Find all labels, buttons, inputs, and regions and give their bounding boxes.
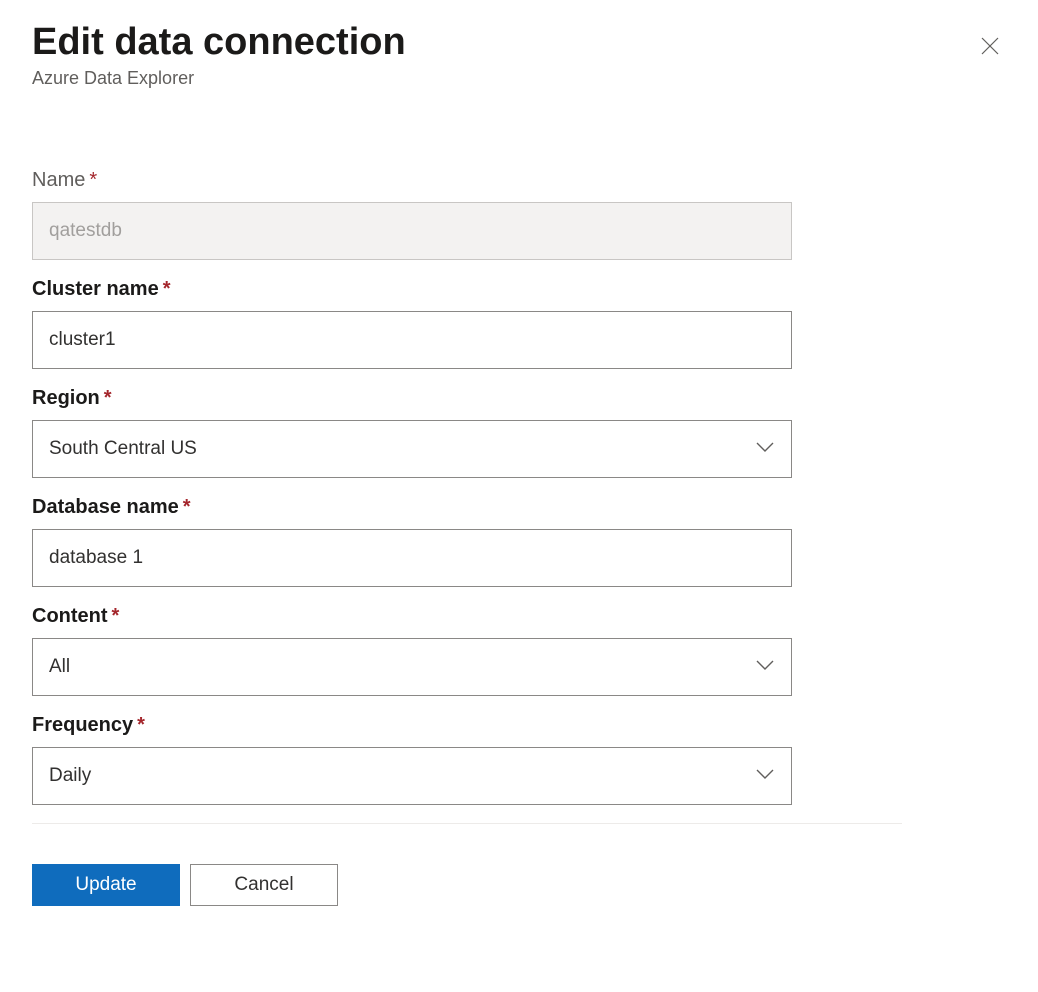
header: Edit data connection Azure Data Explorer (32, 20, 1006, 89)
field-database: Database name* (32, 496, 792, 587)
field-content: Content* All (32, 605, 792, 696)
database-label: Database name* (32, 496, 792, 519)
page-subtitle: Azure Data Explorer (32, 68, 406, 89)
cancel-button[interactable]: Cancel (190, 864, 338, 906)
cluster-label-text: Cluster name (32, 278, 159, 300)
required-star: * (163, 278, 171, 300)
region-select-wrap: South Central US (32, 420, 792, 478)
name-label-text: Name (32, 169, 85, 191)
frequency-select-wrap: Daily (32, 747, 792, 805)
close-icon (980, 44, 1000, 59)
database-label-text: Database name (32, 496, 179, 518)
name-label: Name* (32, 169, 792, 192)
content-select-wrap: All (32, 638, 792, 696)
required-star: * (104, 387, 112, 409)
region-label: Region* (32, 387, 792, 410)
form: Name* Cluster name* Region* South Centra… (32, 169, 792, 805)
cluster-label: Cluster name* (32, 278, 792, 301)
field-region: Region* South Central US (32, 387, 792, 478)
frequency-label: Frequency* (32, 714, 792, 737)
content-select[interactable]: All (32, 638, 792, 696)
region-label-text: Region (32, 387, 100, 409)
content-label-text: Content (32, 605, 108, 627)
required-star: * (89, 169, 97, 191)
content-label: Content* (32, 605, 792, 628)
button-row: Update Cancel (32, 864, 1006, 906)
field-name: Name* (32, 169, 792, 260)
frequency-label-text: Frequency (32, 714, 133, 736)
name-input (32, 202, 792, 260)
title-block: Edit data connection Azure Data Explorer (32, 20, 406, 89)
divider (32, 823, 902, 824)
region-select[interactable]: South Central US (32, 420, 792, 478)
required-star: * (137, 714, 145, 736)
required-star: * (112, 605, 120, 627)
database-input[interactable] (32, 529, 792, 587)
field-cluster: Cluster name* (32, 278, 792, 369)
cluster-input[interactable] (32, 311, 792, 369)
close-button[interactable] (974, 30, 1006, 65)
required-star: * (183, 496, 191, 518)
page-title: Edit data connection (32, 20, 406, 66)
frequency-select[interactable]: Daily (32, 747, 792, 805)
field-frequency: Frequency* Daily (32, 714, 792, 805)
update-button[interactable]: Update (32, 864, 180, 906)
